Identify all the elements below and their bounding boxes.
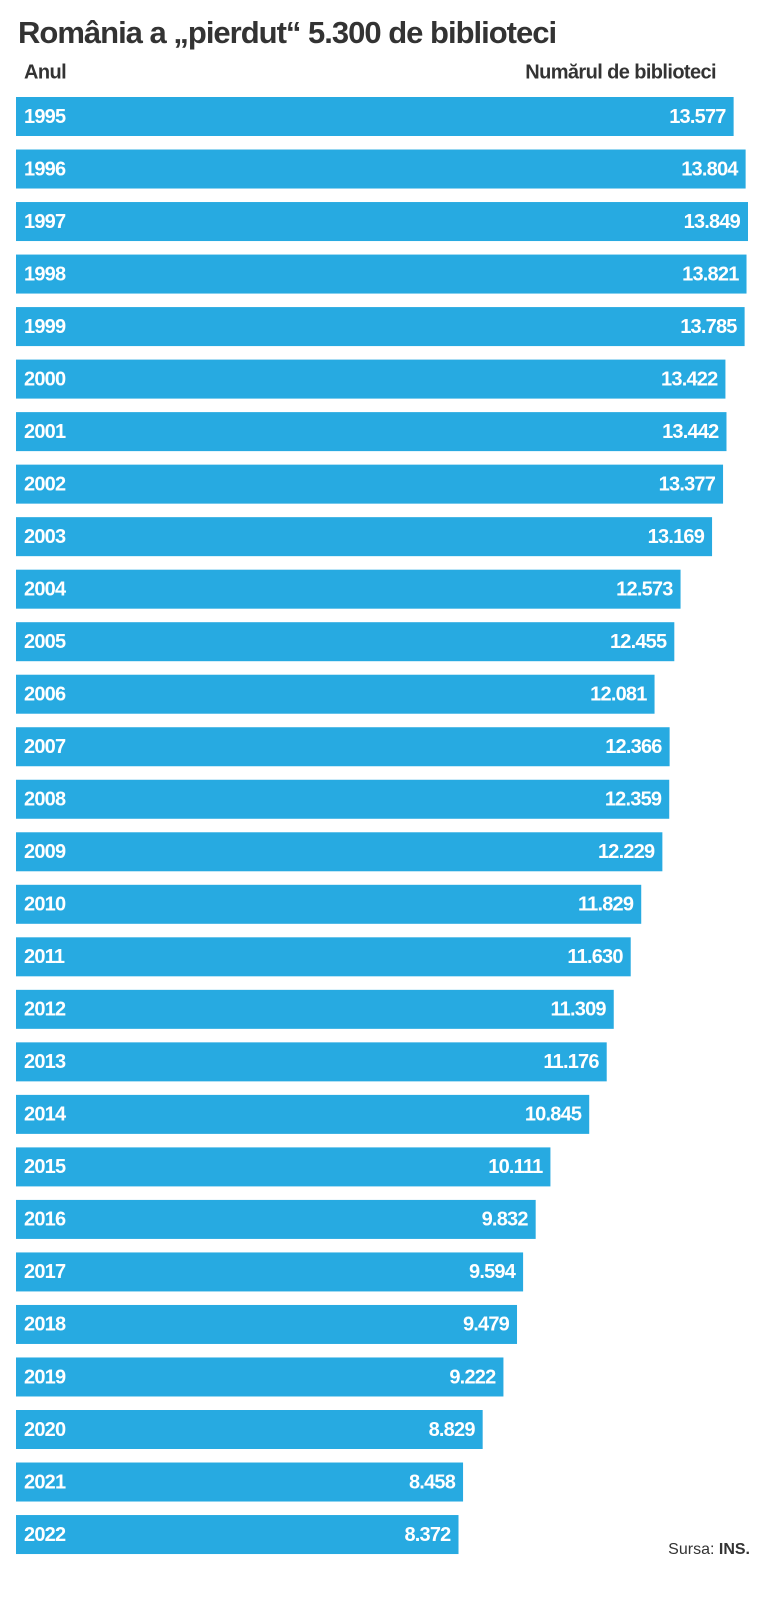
value-label: 13.577 xyxy=(669,106,726,128)
bar xyxy=(16,727,670,767)
value-header: Numărul de biblioteci xyxy=(525,61,716,83)
value-label: 9.832 xyxy=(482,1209,529,1231)
bar xyxy=(16,1410,483,1449)
category-label: 2001 xyxy=(24,421,66,443)
category-label: 2006 xyxy=(24,684,66,706)
value-label: 13.422 xyxy=(661,368,718,390)
value-label: 11.630 xyxy=(567,946,623,968)
bar xyxy=(16,202,748,242)
value-label: 13.785 xyxy=(680,316,737,338)
source: Sursa: INS. xyxy=(668,1541,750,1558)
value-label: 13.169 xyxy=(648,526,705,548)
bar xyxy=(16,412,727,452)
category-label: 2002 xyxy=(24,473,66,495)
source-name: INS. xyxy=(719,1541,750,1558)
value-label: 13.377 xyxy=(659,473,716,495)
bar xyxy=(16,149,746,189)
category-header: Anul xyxy=(24,61,66,83)
value-label: 10.111 xyxy=(488,1156,543,1178)
value-label: 12.081 xyxy=(590,684,647,706)
category-label: 2007 xyxy=(24,736,66,758)
category-label: 2020 xyxy=(24,1419,66,1441)
category-label: 2004 xyxy=(24,578,67,600)
value-label: 11.829 xyxy=(578,894,634,916)
category-label: 2008 xyxy=(24,789,66,811)
category-label: 2018 xyxy=(24,1314,66,1336)
source-label: Sursa: xyxy=(668,1541,714,1558)
bar xyxy=(16,1042,607,1082)
value-label: 8.372 xyxy=(404,1524,451,1546)
category-label: 1999 xyxy=(24,316,66,338)
value-label: 9.594 xyxy=(469,1261,517,1283)
category-label: 2010 xyxy=(24,894,66,916)
bar xyxy=(16,97,734,136)
value-label: 12.573 xyxy=(616,578,673,600)
value-label: 13.804 xyxy=(681,158,739,180)
value-label: 13.442 xyxy=(662,421,719,443)
value-label: 11.176 xyxy=(543,1051,599,1073)
category-label: 2009 xyxy=(24,841,66,863)
bar xyxy=(16,1199,536,1239)
category-label: 2014 xyxy=(24,1104,67,1126)
bar xyxy=(16,359,726,399)
category-label: 2003 xyxy=(24,526,66,548)
bar xyxy=(16,569,681,609)
value-label: 11.309 xyxy=(550,999,606,1021)
bar xyxy=(16,1094,590,1134)
bar xyxy=(16,779,670,819)
bar xyxy=(16,1515,459,1555)
category-label: 2012 xyxy=(24,999,66,1021)
category-label: 2011 xyxy=(24,946,65,968)
category-label: 2022 xyxy=(24,1524,66,1546)
value-label: 13.821 xyxy=(682,263,739,285)
value-label: 12.229 xyxy=(598,841,655,863)
category-label: 2013 xyxy=(24,1051,66,1073)
category-label: 1995 xyxy=(24,106,66,128)
value-label: 12.359 xyxy=(605,789,662,811)
category-label: 1996 xyxy=(24,158,66,180)
category-label: 2005 xyxy=(24,631,66,653)
bar xyxy=(16,1357,504,1397)
value-label: 8.458 xyxy=(409,1471,456,1493)
bar xyxy=(16,989,614,1029)
category-label: 2019 xyxy=(24,1366,66,1388)
category-label: 1998 xyxy=(24,263,66,285)
bar xyxy=(16,1304,518,1344)
bar xyxy=(16,464,724,504)
value-label: 9.479 xyxy=(463,1314,510,1336)
value-label: 9.222 xyxy=(449,1366,496,1388)
bar xyxy=(16,1252,524,1292)
category-label: 2017 xyxy=(24,1261,66,1283)
bar xyxy=(16,254,747,294)
bar xyxy=(16,832,663,872)
bar xyxy=(16,674,655,714)
value-label: 13.849 xyxy=(684,211,741,233)
bar xyxy=(16,622,675,662)
bar xyxy=(16,517,713,557)
bar xyxy=(16,1147,551,1187)
bar xyxy=(16,1462,464,1502)
value-label: 10.845 xyxy=(525,1104,582,1126)
value-label: 12.455 xyxy=(610,631,667,653)
category-label: 1997 xyxy=(24,211,66,233)
bar xyxy=(16,307,745,347)
category-label: 2021 xyxy=(24,1471,66,1493)
value-label: 12.366 xyxy=(605,736,662,758)
bar xyxy=(16,937,631,977)
chart-title: România a „pierdut“ 5.300 de biblioteci xyxy=(18,15,556,50)
value-label: 8.829 xyxy=(429,1419,476,1441)
category-label: 2016 xyxy=(24,1209,66,1231)
bar xyxy=(16,884,642,924)
category-label: 2015 xyxy=(24,1156,66,1178)
category-label: 2000 xyxy=(24,368,66,390)
